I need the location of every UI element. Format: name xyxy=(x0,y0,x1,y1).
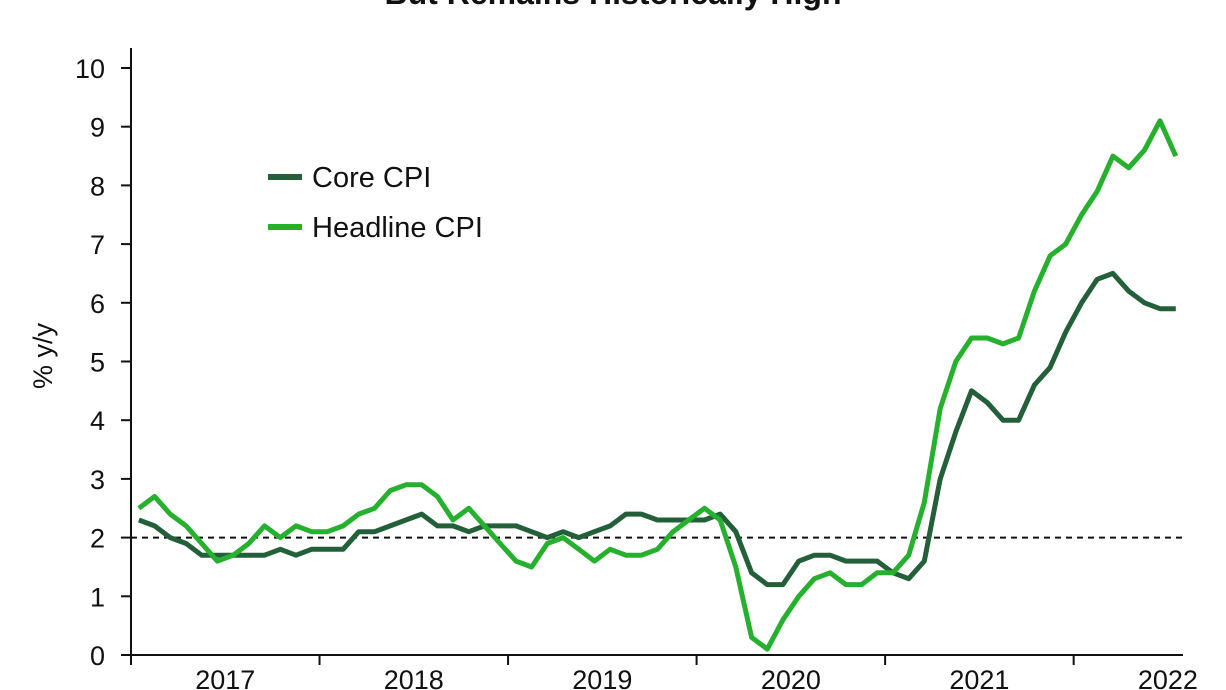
legend-label: Headline CPI xyxy=(312,212,483,244)
legend-label: Core CPI xyxy=(312,162,431,194)
y-tick-label: 2 xyxy=(90,524,105,554)
x-tick-label: 2018 xyxy=(384,665,444,690)
y-tick-label: 7 xyxy=(90,230,105,260)
y-tick-label: 4 xyxy=(90,406,105,436)
y-tick-label: 1 xyxy=(90,582,105,612)
x-tick-label: 2019 xyxy=(572,665,632,690)
y-tick-label: 10 xyxy=(75,54,105,84)
x-tick-label: 2020 xyxy=(761,665,821,690)
y-tick-label: 6 xyxy=(90,289,105,319)
chart-title: But Remains Historically High xyxy=(385,0,842,11)
series-line xyxy=(137,118,1179,652)
y-tick-label: 9 xyxy=(90,113,105,143)
y-tick-label: 3 xyxy=(90,465,105,495)
x-tick-label: 2021 xyxy=(949,665,1009,690)
x-tick-label: 2022 xyxy=(1138,665,1198,690)
x-tick-label: 2017 xyxy=(195,665,255,690)
y-tick-label: 0 xyxy=(90,641,105,671)
series-line xyxy=(138,270,1176,588)
y-tick-label: 5 xyxy=(90,348,105,378)
y-axis-label: % y/y xyxy=(28,322,58,389)
y-tick-label: 8 xyxy=(90,171,105,201)
